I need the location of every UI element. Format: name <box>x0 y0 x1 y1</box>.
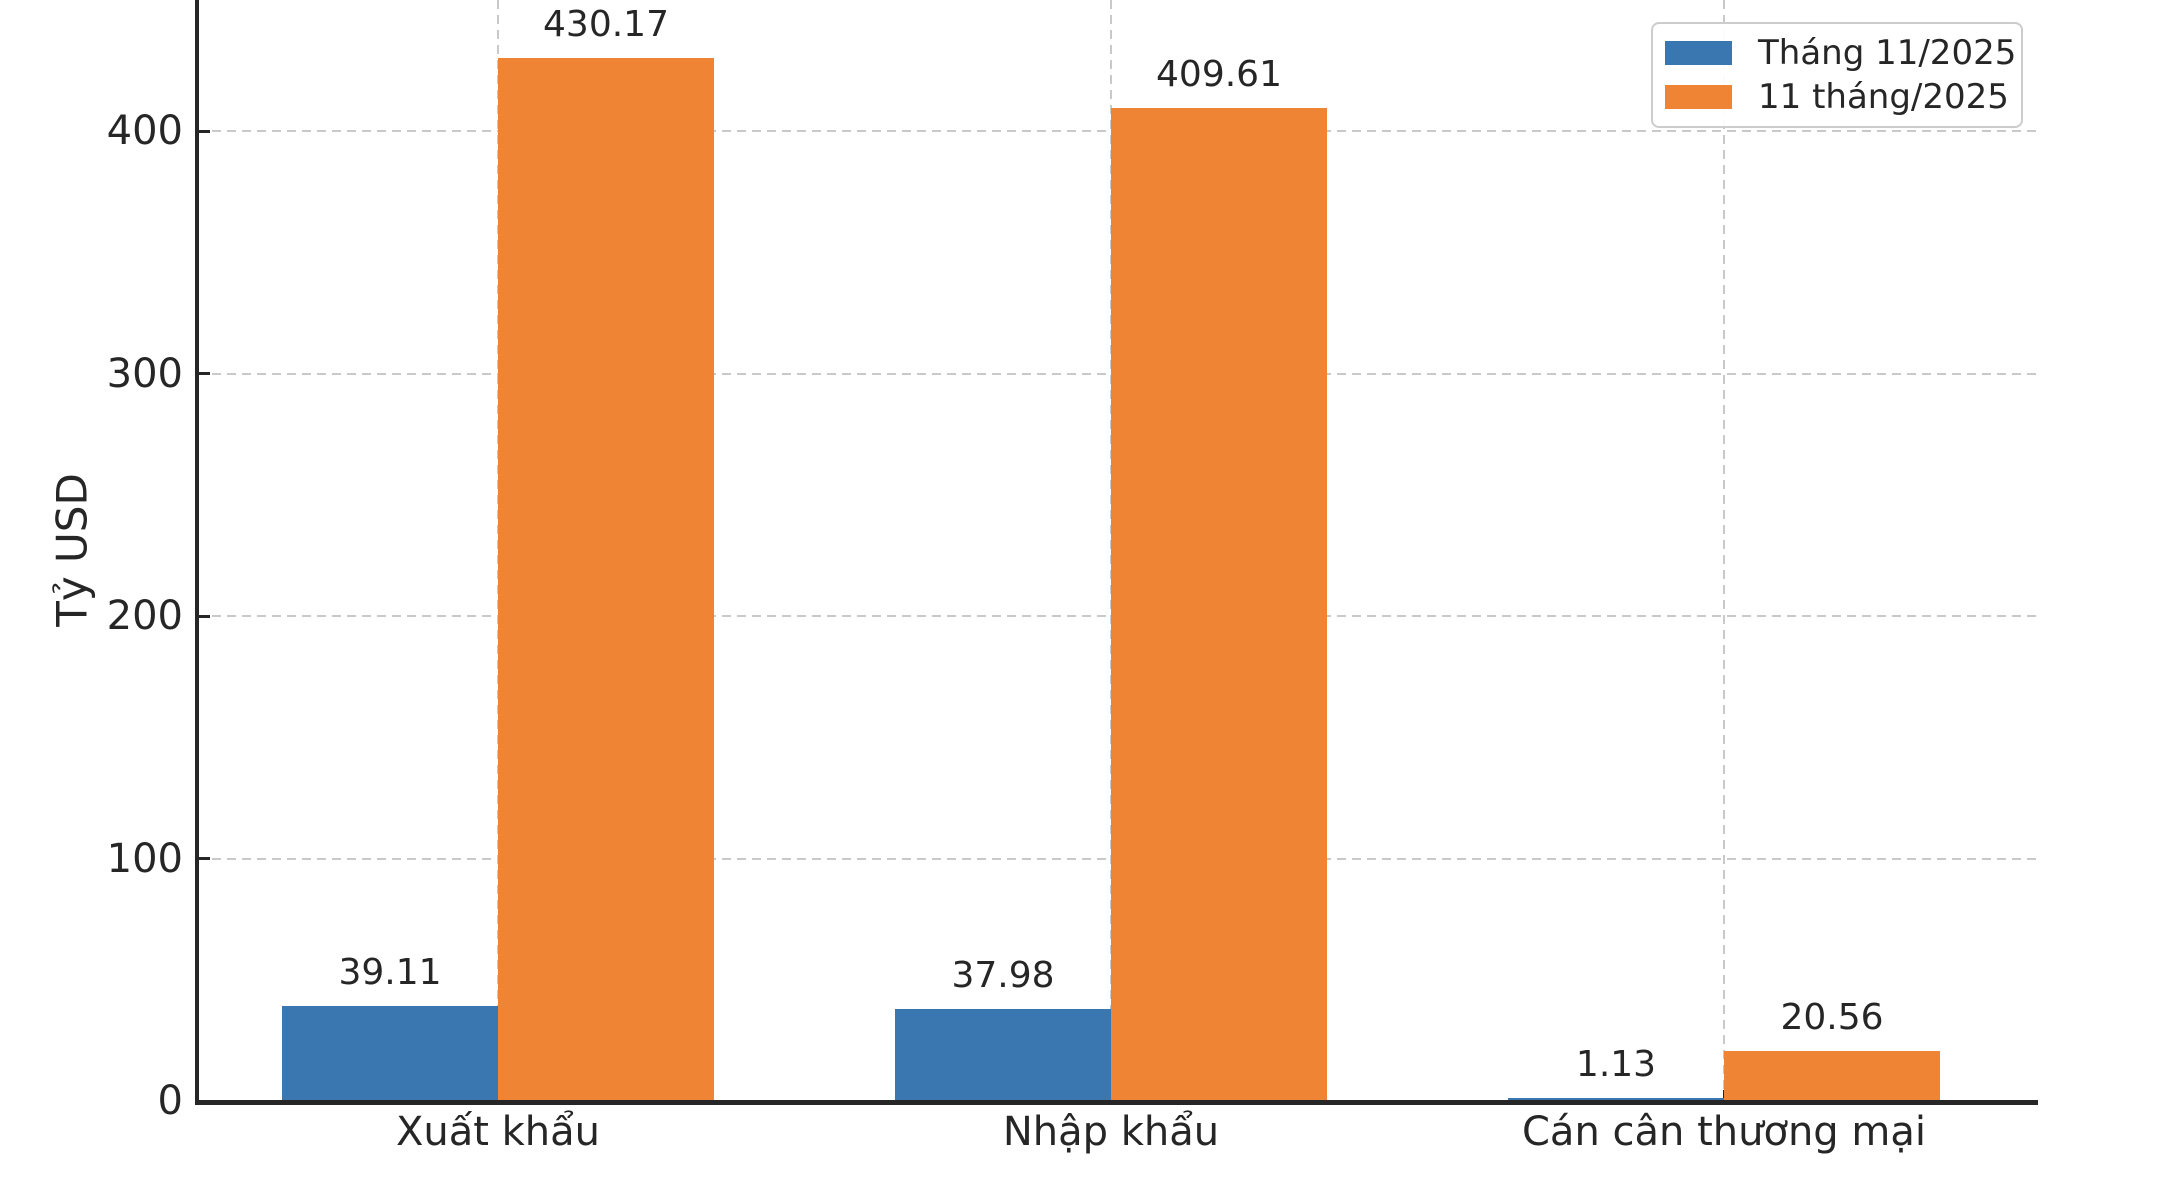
bar-value-label: 20.56 <box>1780 997 1884 1039</box>
bar-thang11-1 <box>282 1006 498 1101</box>
y-tick-label: 400 <box>106 108 183 154</box>
x-category-label: Cán cân thương mại <box>1522 1109 1926 1155</box>
v-gridline <box>1723 0 1725 1101</box>
y-tick-mark <box>199 857 210 860</box>
legend-swatch-orange <box>1665 85 1732 110</box>
legend-item-11-thang-2025: 11 tháng/2025 <box>1665 77 2009 117</box>
y-tick-mark <box>199 129 210 133</box>
legend-label: Tháng 11/2025 <box>1758 32 2017 73</box>
y-tick-mark <box>199 372 210 375</box>
bar-11thang-3 <box>1724 1051 1940 1101</box>
bar-thang11-2 <box>895 1008 1111 1101</box>
y-tick-label: 200 <box>106 593 183 639</box>
y-tick-label: 300 <box>106 350 183 397</box>
x-category-label: Nhập khẩu <box>1002 1109 1220 1155</box>
bar-value-label: 409.61 <box>1156 53 1282 95</box>
legend-swatch-blue <box>1665 40 1732 65</box>
bar-value-label: 1.13 <box>1575 1044 1657 1086</box>
legend-item-thang-11-2025: Tháng 11/2025 <box>1665 33 2016 73</box>
bar-value-label: 37.98 <box>951 954 1055 996</box>
bar-value-label: 430.17 <box>543 3 669 45</box>
legend-label: 11 tháng/2025 <box>1758 77 2009 118</box>
bar-11thang-1 <box>498 57 714 1101</box>
bar-11thang-2 <box>1111 107 1327 1101</box>
x-category-label: Xuất khẩu <box>395 1109 601 1155</box>
y-tick-label: 100 <box>106 835 183 882</box>
bar-thang11-3 <box>1508 1098 1724 1101</box>
y-axis-title: Tỷ USD <box>47 473 97 627</box>
legend: Tháng 11/2025 11 tháng/2025 <box>1651 22 2023 128</box>
bar-value-label: 39.11 <box>338 952 442 994</box>
y-axis-spine <box>195 0 199 1105</box>
y-tick-label: 0 <box>157 1078 183 1124</box>
x-axis-spine <box>195 1100 2038 1105</box>
y-tick-mark <box>199 614 210 618</box>
